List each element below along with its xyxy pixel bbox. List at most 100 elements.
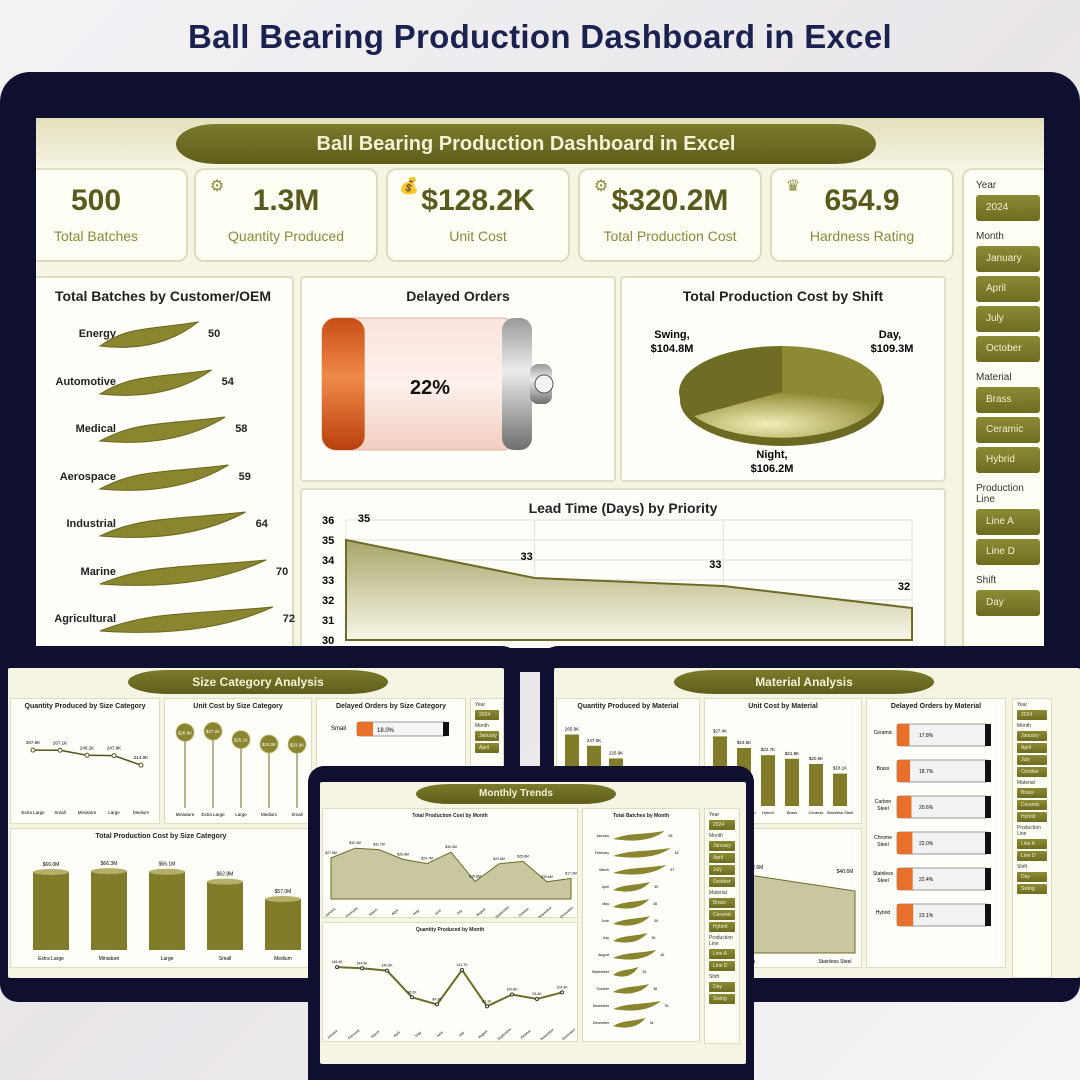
monthly-qty-point [560,990,564,995]
customer-row: Medical 58 [36,411,294,451]
slicer-button[interactable]: Brass [709,898,735,908]
batch-value: 51 [665,1004,669,1008]
data-label: 33 [521,551,533,563]
pie-value-day: $109.3M [871,343,914,355]
monthly-laptop: Monthly Trends Total Production Cost by … [308,766,754,1080]
material-delay-value: 20.6% [919,805,934,811]
slicer-header: Shift [709,974,720,980]
material-delay-label: Stainless [873,871,894,877]
slicer-button[interactable]: October [1017,767,1047,777]
material-unit-label: $24.5K [737,740,751,745]
monthly-qty-point [435,1002,439,1007]
slicer-button-material[interactable]: Ceramic [976,417,1040,443]
slicer-button[interactable]: Swing [709,994,735,1004]
lollipop-head [259,734,279,754]
cost-category: Small [219,956,232,962]
slicer-header: Material [709,890,727,896]
qty-label: 247.8K [107,746,121,751]
material-unit-label: $27.4K [713,728,727,733]
customer-oem-panel: Total Batches by Customer/OEM Energy 50 Au… [36,276,295,648]
batch-wave [613,848,671,858]
slicer-button[interactable]: January [709,841,735,851]
monthly-cost-panel: Total Production Cost by Month $27.5M $32… [322,808,578,919]
battery-cap [985,832,991,854]
slicer-button[interactable]: April [1017,743,1047,753]
slicer-button[interactable]: Day [709,982,735,992]
monthly-cost-label: $24.7M [421,857,433,861]
slicer-button-month[interactable]: July [976,306,1040,332]
month-label: October [520,1028,533,1040]
slicer-button[interactable]: Line D [1017,851,1047,861]
slicer-button-line[interactable]: Line A [976,509,1040,535]
customer-wave-bar [98,511,246,538]
slicer-button[interactable]: 2024 [475,710,499,720]
qty-point [138,762,144,768]
customer-label: Energy [78,328,116,340]
shift-cost-panel: Total Production Cost by Shift Swing, $1… [620,276,946,482]
material-unit-title: Unit Cost by Material [748,703,818,710]
pie-label-night: Night, [756,449,787,461]
slicer-button[interactable]: Ceramic [709,910,735,920]
pie-label-swing: Swing, [654,329,689,341]
slicer-button[interactable]: Brass [1017,788,1047,798]
kpi-label: Total Production Cost [603,228,737,244]
slicer-button[interactable]: April [475,743,499,753]
slicer-button-month[interactable]: January [976,246,1040,272]
slicer-header-shift: Shift [976,575,997,586]
slicer-button[interactable]: October [709,877,735,887]
monthly-cost-label: $31.7M [373,843,385,847]
slicer-button[interactable]: 2024 [1017,710,1047,720]
batch-value: 39 [654,919,658,923]
slicer-button-month[interactable]: April [976,276,1040,302]
slicer-button[interactable]: July [709,865,735,875]
slicer-button[interactable]: Ceramic [1017,800,1047,810]
cost-bar-top [207,878,243,885]
slicer-button[interactable]: Line A [709,949,735,959]
material-unit-label: $20.5K [809,756,823,761]
batch-wave [613,1001,661,1011]
month-label: September [497,1027,513,1042]
customer-label: Marine [80,565,116,578]
battery-cap [985,724,991,746]
slicer-button[interactable]: Line A [1017,839,1047,849]
material-delay-value: 22.0% [919,841,934,847]
slicer-button[interactable]: Swing [1017,884,1047,894]
batch-value: 55 [669,834,673,838]
slicer-button[interactable]: Day [1017,872,1047,882]
material-unit-label: $21.8K [785,751,799,756]
dashboard-title: Ball Bearing Production Dashboard in Exc… [176,124,876,164]
material-delay-label: Brass [877,766,890,772]
monthly-qty-point [485,1004,489,1009]
monthly-cost-label: $15.8M [469,874,481,878]
slicer-button[interactable]: Hybrid [1017,812,1047,822]
y-tick-label: 34 [322,555,335,567]
cost-label: $66.0M [43,862,60,868]
slicer-button-shift[interactable]: Day [976,590,1040,616]
slicer-button[interactable]: April [709,853,735,863]
slicer-button-material[interactable]: Brass [976,387,1040,413]
slicer-button-month[interactable]: October [976,336,1040,362]
slicer-button-line[interactable]: Line D [976,539,1040,565]
slicer-button[interactable]: Line D [709,961,735,971]
slicer-button[interactable]: Hybrid [709,922,735,932]
batch-wave [613,865,667,875]
batch-value: 34 [650,1021,654,1025]
slicer-button[interactable]: July [1017,755,1047,765]
rating-icon: ♛ [785,178,801,195]
slicer-button-material[interactable]: Hybrid [976,447,1040,473]
monthly-qty-point [335,965,339,970]
qty-category: Medium [133,810,149,815]
slicer-button[interactable]: January [1017,731,1047,741]
monthly-cost-label: $24.6M [493,857,505,861]
pie-slice-swing [679,345,782,416]
slicer-button-year[interactable]: 2024 [976,195,1040,221]
material-delay-label: Ceramic [874,730,893,736]
slicer-button[interactable]: January [475,731,499,741]
unit-label: $24.0K [262,742,276,747]
qty-label: 214.0K [134,755,148,760]
unit-category: Small [291,812,302,817]
slicer-button[interactable]: 2024 [709,820,735,830]
quantity-icon: ⚙ [209,178,225,195]
month-label: June [601,919,609,923]
material-delay-label: Steel [877,806,888,812]
